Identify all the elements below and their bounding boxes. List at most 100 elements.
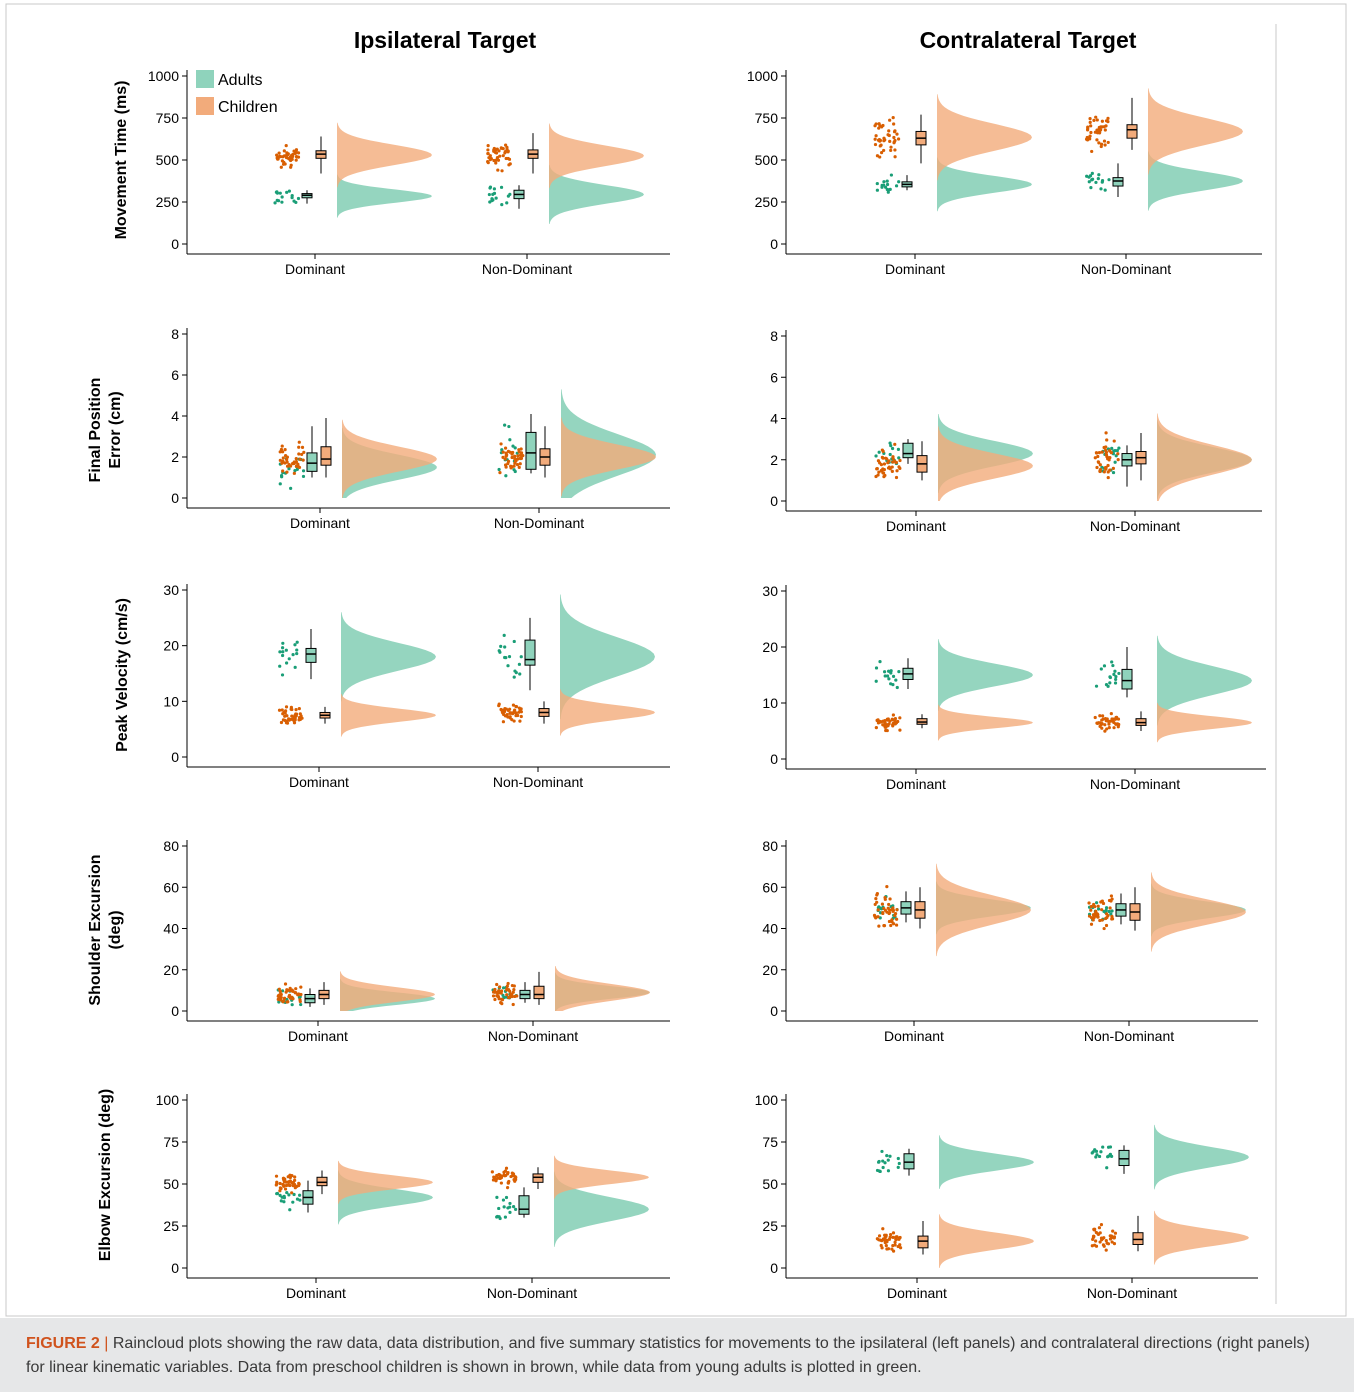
children-point — [501, 455, 505, 459]
children-point — [880, 125, 884, 129]
adults-point — [1094, 1155, 1098, 1159]
y-tick-label: 50 — [163, 1176, 179, 1192]
children-point — [275, 153, 279, 157]
children-point — [888, 139, 892, 143]
y-tick-label: 250 — [156, 194, 180, 210]
adults-point — [501, 1198, 506, 1202]
adults-point — [287, 1193, 291, 1197]
children-point — [280, 708, 284, 712]
adults-point — [497, 1206, 501, 1211]
children-point — [891, 1235, 895, 1239]
children-cloud — [554, 1155, 649, 1199]
children-cloud — [561, 417, 656, 497]
adults-point — [513, 469, 517, 474]
legend-label-children: Children — [218, 99, 278, 116]
children-point — [504, 465, 508, 469]
adults-point — [295, 651, 299, 656]
adults-point — [886, 1158, 890, 1162]
adults-point — [896, 1156, 900, 1161]
adults-point — [501, 986, 506, 990]
children-point — [879, 468, 883, 473]
children-point — [890, 469, 894, 474]
children-point — [1100, 918, 1104, 922]
adults-point — [1087, 175, 1091, 179]
children-point — [518, 719, 522, 723]
y-tick-label: 750 — [755, 110, 779, 126]
children-point — [1113, 1231, 1118, 1235]
adults-point — [1094, 684, 1099, 688]
children-point — [1116, 723, 1121, 727]
adults-point — [880, 185, 884, 189]
adults-point — [497, 467, 501, 472]
children-point — [297, 1183, 301, 1188]
children-point — [279, 165, 283, 169]
children-point — [881, 456, 885, 460]
children-point — [1088, 120, 1092, 124]
y-axis-label: Peak Velocity (cm/s) — [114, 598, 131, 752]
adults-point — [301, 469, 306, 473]
children-point — [872, 913, 877, 917]
adults-point — [1090, 1151, 1094, 1155]
adults-point — [888, 452, 892, 457]
children-point — [281, 1183, 286, 1187]
children-point — [494, 161, 498, 165]
children-point — [876, 718, 880, 722]
children-point — [292, 461, 296, 466]
children-point — [892, 922, 896, 926]
children-point — [278, 458, 282, 462]
y-tick-label: 6 — [171, 367, 179, 383]
children-point — [296, 992, 301, 996]
children-point — [881, 471, 886, 475]
children-point — [521, 453, 525, 458]
adults-cloud — [939, 1135, 1034, 1190]
children-point — [1101, 1243, 1106, 1247]
children-point — [877, 138, 881, 142]
children-point — [281, 456, 285, 460]
adults-point — [274, 190, 279, 194]
children-box — [320, 446, 332, 466]
children-point — [887, 902, 891, 907]
children-point — [875, 154, 880, 158]
children-point — [884, 725, 888, 729]
adults-point — [512, 675, 516, 679]
adults-point — [280, 673, 285, 677]
adults-point — [278, 650, 282, 654]
children-point — [278, 1186, 282, 1190]
children-point — [512, 987, 516, 992]
children-cloud — [1157, 702, 1252, 743]
children-point — [503, 446, 508, 450]
adults-point — [888, 1154, 892, 1158]
adults-point — [1097, 907, 1101, 911]
children-point — [1096, 904, 1100, 908]
adults-point — [880, 1149, 884, 1154]
children-point — [1104, 450, 1109, 454]
caption-label: FIGURE 2 — [26, 1335, 100, 1352]
children-point — [285, 464, 290, 468]
adults-point — [1110, 1154, 1114, 1159]
children-point — [511, 990, 515, 994]
adults-point — [500, 448, 504, 452]
adults-point — [1097, 173, 1101, 177]
adults-point — [289, 486, 293, 490]
adults-point — [1094, 180, 1098, 185]
children-point — [505, 712, 509, 717]
y-tick-label: 0 — [770, 1003, 778, 1019]
adults-point — [298, 1193, 302, 1197]
children-point — [514, 1177, 518, 1182]
children-point — [281, 469, 285, 473]
children-point — [498, 154, 502, 158]
children-point — [1108, 449, 1112, 453]
x-tick-label: Non-Dominant — [488, 1028, 578, 1044]
y-axis-label-line: Final Position — [87, 378, 104, 483]
adults-point — [889, 444, 893, 448]
adults-point — [883, 185, 888, 189]
children-point — [1106, 116, 1110, 120]
children-point — [894, 923, 899, 927]
children-point — [887, 133, 891, 138]
children-point — [1113, 717, 1117, 721]
children-point — [1100, 899, 1104, 903]
children-point — [888, 467, 892, 471]
children-point — [500, 1002, 504, 1006]
children-point — [495, 155, 500, 160]
children-point — [1091, 1235, 1095, 1239]
